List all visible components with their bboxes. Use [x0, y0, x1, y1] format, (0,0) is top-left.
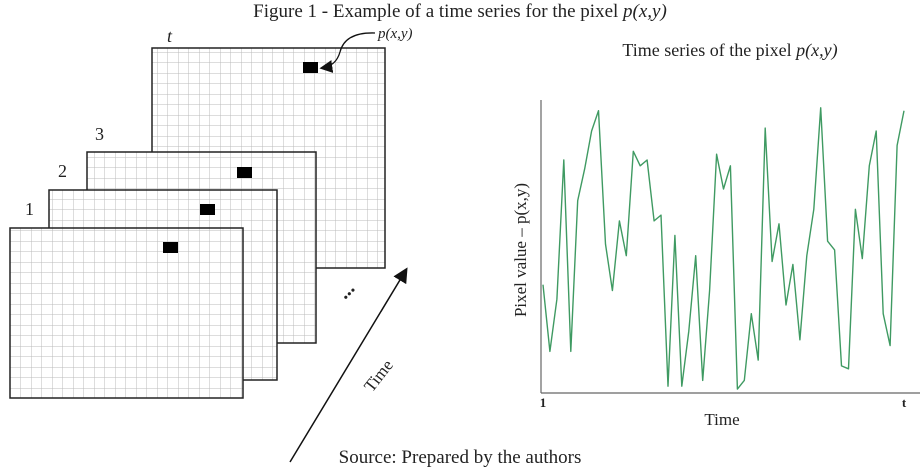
time-arrow — [289, 267, 408, 463]
pixel-label: p(x,y) — [377, 26, 413, 42]
caption-text: Figure 1 - Example of a time series for … — [253, 1, 623, 22]
caption-var: p(x,y) — [621, 1, 667, 22]
ellipsis: ... — [333, 277, 359, 303]
series-line — [542, 107, 905, 390]
y-axis-label: Pixel value – p(x,y) — [511, 183, 530, 317]
x-tick-label: t — [902, 395, 907, 410]
chart-title-var: p(x,y) — [794, 40, 837, 61]
x-tick-label: 1 — [540, 395, 547, 410]
frame-label: t — [167, 26, 173, 46]
time-label: Time — [360, 356, 397, 395]
chart: Time series of the pixel p(x,y) Pixel va… — [511, 40, 920, 429]
caption: Figure 1 - Example of a time series for … — [253, 1, 667, 22]
frame-label: 1 — [25, 199, 34, 219]
frame-label: 2 — [58, 161, 67, 181]
chart-title-text: Time series of the pixel — [622, 40, 796, 60]
frame-label: 3 — [95, 124, 104, 144]
source: Source: Prepared by the authors — [339, 447, 582, 468]
frame-1 — [9, 227, 244, 399]
pixel-arrow — [319, 32, 376, 73]
chart-title: Time series of the pixel p(x,y) — [622, 40, 837, 61]
x-axis-label: Time — [704, 410, 739, 429]
